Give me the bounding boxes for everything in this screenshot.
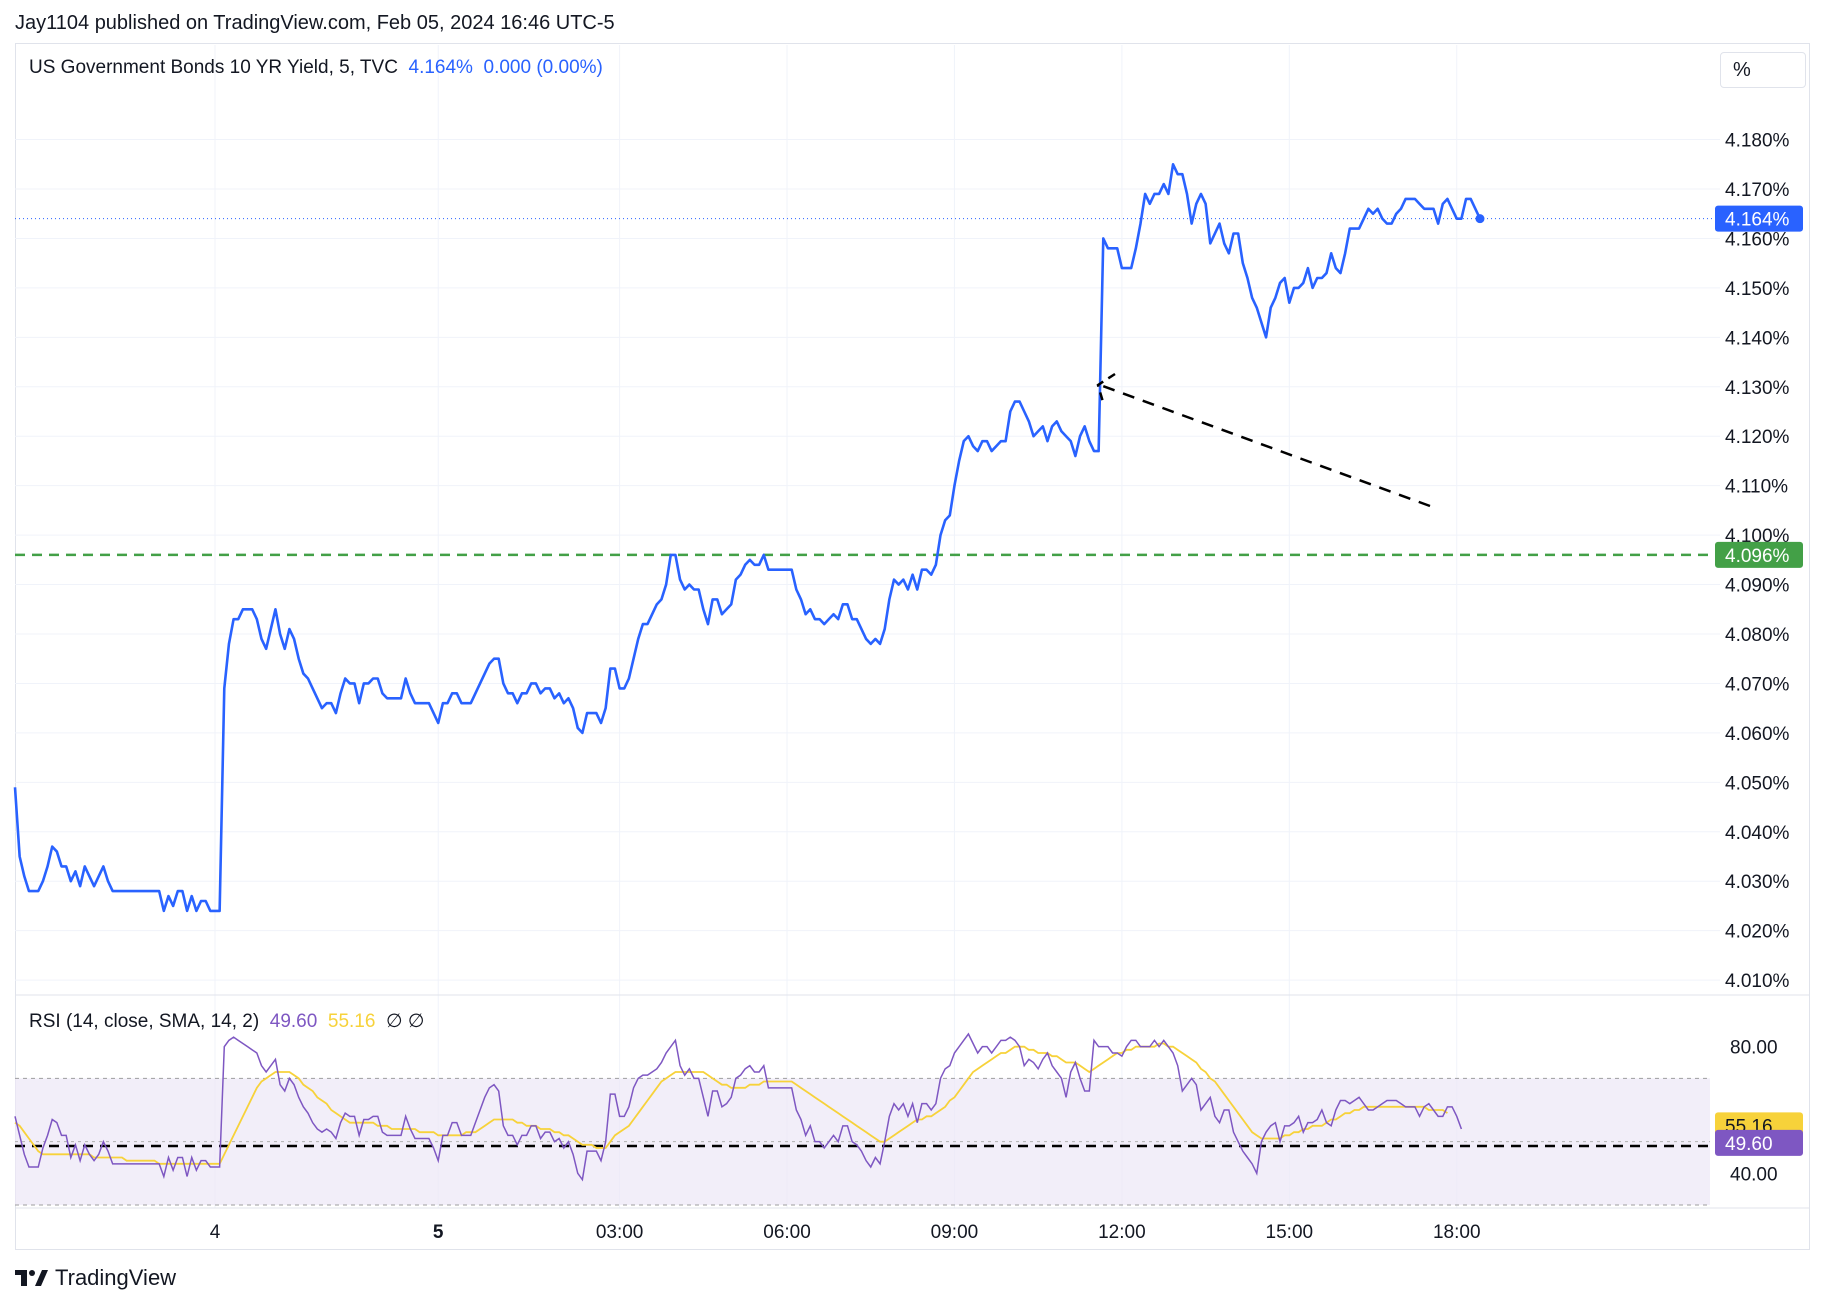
- x-tick-label: 06:00: [763, 1222, 811, 1243]
- y-tick-label: 4.130%: [1725, 378, 1790, 399]
- x-tick-label: 12:00: [1098, 1222, 1146, 1243]
- price-line: [13, 162, 1482, 913]
- rsi-y-tick-label: 80.00: [1730, 1038, 1778, 1059]
- x-tick-label: 4: [210, 1222, 221, 1243]
- tradingview-logo-icon: [15, 1270, 48, 1286]
- rsi-value-badge-bg: [1715, 1129, 1803, 1156]
- rsi-value: 49.60: [269, 1011, 318, 1032]
- arrow-shaft: [1099, 383, 1431, 508]
- support-badge-text: 4.096%: [1725, 546, 1790, 567]
- y-tick-label: 4.180%: [1725, 131, 1790, 152]
- rsi-icons: ∅ ∅: [385, 1011, 425, 1032]
- rsi-value-badge-text: 49.60: [1725, 1134, 1773, 1155]
- support-badge-bg: [1715, 541, 1803, 568]
- price-series: [13, 162, 1485, 913]
- x-tick-label: 5: [433, 1222, 444, 1243]
- price-change: 0.000 (0.00%): [483, 57, 603, 78]
- y-tick-label: 4.050%: [1725, 773, 1790, 794]
- rsi-y-tick-label: 40.00: [1730, 1164, 1778, 1185]
- y-tick-label: 4.040%: [1725, 823, 1790, 844]
- y-tick-label: 4.030%: [1725, 872, 1790, 893]
- published-by-text: Jay1104 published on TradingView.com, Fe…: [15, 12, 615, 34]
- x-tick-label: 03:00: [596, 1222, 644, 1243]
- x-tick-label: 15:00: [1266, 1222, 1314, 1243]
- y-tick-label: 4.020%: [1725, 922, 1790, 943]
- y-tick-label: 4.160%: [1725, 229, 1790, 250]
- y-tick-label: 4.080%: [1725, 625, 1790, 646]
- x-tick-label: 09:00: [931, 1222, 979, 1243]
- arrow-head: [1096, 372, 1116, 403]
- last-price-badge-text: 4.164%: [1725, 210, 1790, 231]
- rsi-sma-line: [14, 1042, 1448, 1165]
- symbol-legend: US Government Bonds 10 YR Yield, 5, TVC …: [29, 57, 603, 79]
- symbol-name: US Government Bonds 10 YR Yield, 5, TVC: [29, 57, 398, 78]
- brand-name: TradingView: [55, 1265, 177, 1290]
- y-tick-label: 4.110%: [1725, 477, 1788, 498]
- y-tick-label: 4.120%: [1725, 427, 1790, 448]
- rsi-line: [14, 1032, 1463, 1182]
- last-price-dot: [1475, 214, 1485, 224]
- rsi-series: [14, 1032, 1463, 1182]
- trend-arrow-annotation: [1096, 372, 1431, 508]
- rsi-band: [15, 1077, 1710, 1206]
- y-tick-label: 4.090%: [1725, 576, 1790, 597]
- y-axis-labels: 4.010% 4.020% 4.030% 4.040% 4.050% 4.060% 4.07…: [1725, 131, 1790, 1186]
- chart-frame: [15, 43, 1810, 1250]
- grid-lines: [15, 45, 1810, 1209]
- last-price-badge-bg: [1715, 205, 1803, 232]
- last-price: 4.164%: [408, 57, 473, 78]
- y-tick-label: 4.010%: [1725, 971, 1790, 992]
- unit-label: %: [1733, 59, 1751, 81]
- y-tick-label: 4.060%: [1725, 724, 1790, 745]
- y-tick-label: 4.170%: [1725, 180, 1790, 201]
- rsi-label: RSI (14, close, SMA, 14, 2): [29, 1011, 260, 1032]
- rsi-legend: RSI (14, close, SMA, 14, 2) 49.60 55.16 …: [29, 1010, 424, 1033]
- x-tick-label: 18:00: [1433, 1222, 1481, 1243]
- unit-selector-button[interactable]: %: [1720, 52, 1806, 88]
- tradingview-logo[interactable]: TradingView: [15, 1265, 176, 1291]
- y-tick-label: 4.100%: [1725, 526, 1790, 547]
- y-tick-label: 4.070%: [1725, 674, 1790, 695]
- y-tick-label: 4.140%: [1725, 328, 1790, 349]
- rsi-sma-value: 55.16: [327, 1011, 376, 1032]
- x-axis-labels: 4 5 03:00 06:00 09:00 12:00 15:00 18:00: [210, 1222, 1481, 1243]
- reference-lines: [15, 218, 1715, 1148]
- y-tick-label: 4.150%: [1725, 279, 1790, 300]
